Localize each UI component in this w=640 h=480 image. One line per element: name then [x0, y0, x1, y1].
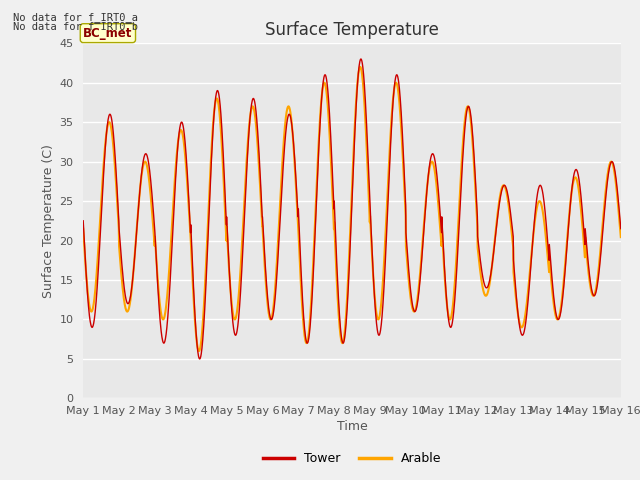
Text: No data for f_IRT0_a: No data for f_IRT0_a	[13, 12, 138, 23]
Text: BC_met: BC_met	[83, 27, 132, 40]
X-axis label: Time: Time	[337, 420, 367, 433]
Text: No data for f̅IRT0̅b: No data for f̅IRT0̅b	[13, 22, 138, 32]
Title: Surface Temperature: Surface Temperature	[265, 21, 439, 39]
Legend: Tower, Arable: Tower, Arable	[258, 447, 446, 470]
Y-axis label: Surface Temperature (C): Surface Temperature (C)	[42, 144, 55, 298]
